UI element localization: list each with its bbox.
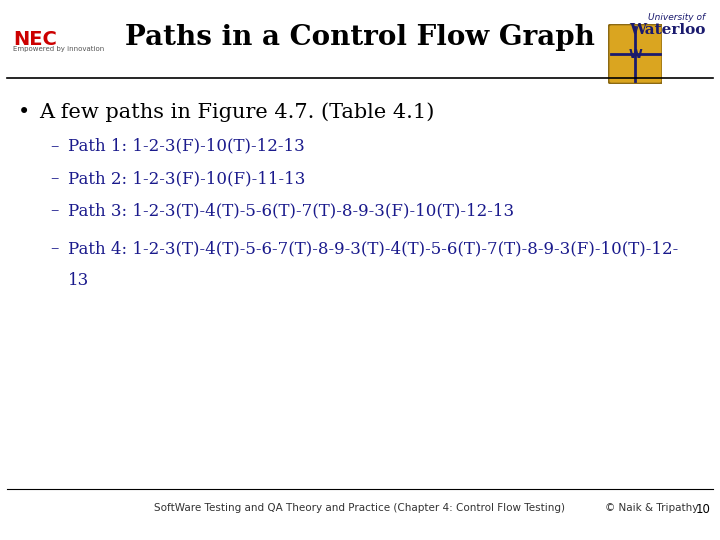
Text: A few paths in Figure 4.7. (Table 4.1): A few paths in Figure 4.7. (Table 4.1) bbox=[40, 103, 435, 122]
Text: –: – bbox=[50, 202, 59, 219]
Text: –: – bbox=[50, 240, 59, 257]
Text: Path 1: 1-2-3(F)-10(T)-12-13: Path 1: 1-2-3(F)-10(T)-12-13 bbox=[68, 138, 305, 154]
Text: Paths in a Control Flow Graph: Paths in a Control Flow Graph bbox=[125, 24, 595, 51]
Text: PublishersSince1807: PublishersSince1807 bbox=[30, 521, 67, 525]
Text: WILEY: WILEY bbox=[30, 506, 66, 516]
Text: –: – bbox=[50, 138, 59, 154]
Text: Ⓟ: Ⓟ bbox=[14, 508, 22, 518]
Text: W: W bbox=[629, 48, 642, 60]
Text: University of: University of bbox=[649, 14, 706, 23]
Text: NEC: NEC bbox=[13, 30, 57, 49]
FancyBboxPatch shape bbox=[608, 24, 662, 84]
Text: –: – bbox=[50, 170, 59, 187]
Text: Empowered by innovation: Empowered by innovation bbox=[13, 46, 104, 52]
Text: Waterloo: Waterloo bbox=[629, 23, 706, 37]
Text: •: • bbox=[18, 103, 30, 122]
Text: © Naik & Tripathy: © Naik & Tripathy bbox=[605, 503, 698, 514]
Text: Path 2: 1-2-3(F)-10(F)-11-13: Path 2: 1-2-3(F)-10(F)-11-13 bbox=[68, 170, 306, 187]
Text: 10: 10 bbox=[696, 503, 711, 516]
Text: Path 3: 1-2-3(T)-4(T)-5-6(T)-7(T)-8-9-3(F)-10(T)-12-13: Path 3: 1-2-3(T)-4(T)-5-6(T)-7(T)-8-9-3(… bbox=[68, 202, 515, 219]
Text: 13: 13 bbox=[68, 272, 90, 288]
Text: Path 4: 1-2-3(T)-4(T)-5-6-7(T)-8-9-3(T)-4(T)-5-6(T)-7(T)-8-9-3(F)-10(T)-12-: Path 4: 1-2-3(T)-4(T)-5-6-7(T)-8-9-3(T)-… bbox=[68, 240, 679, 257]
Text: SoftWare Testing and QA Theory and Practice (Chapter 4: Control Flow Testing): SoftWare Testing and QA Theory and Pract… bbox=[155, 503, 565, 514]
